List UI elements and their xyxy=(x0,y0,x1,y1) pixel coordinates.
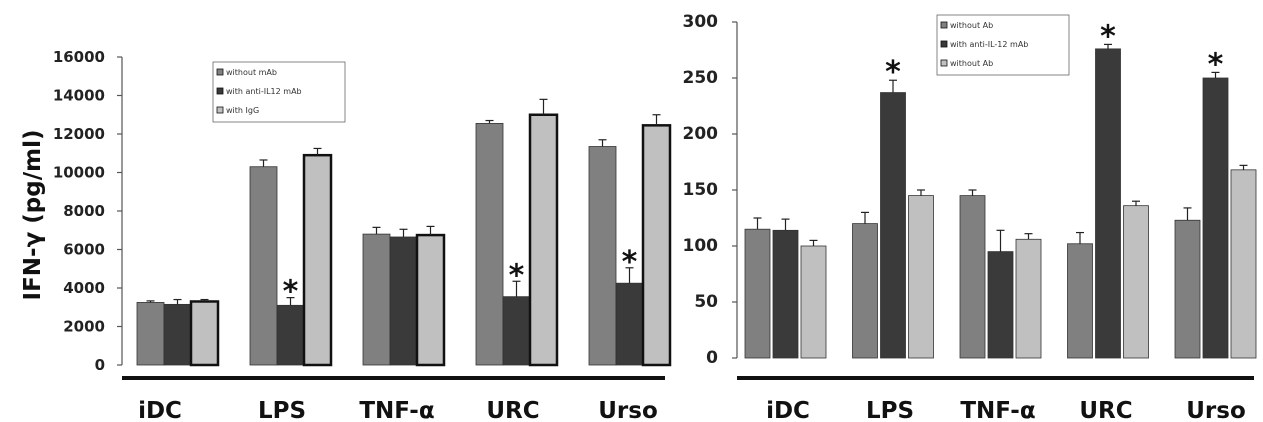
x-tick-label: URC xyxy=(1079,398,1132,422)
y-tick-label: 6000 xyxy=(63,241,105,259)
y-tick-label: 8000 xyxy=(63,202,105,220)
legend-box xyxy=(936,14,1070,76)
bar-iDC-s1 xyxy=(136,302,165,366)
legend-entry: with anti-IL-12 mAb xyxy=(950,40,1028,49)
bar-iDC-s3 xyxy=(800,245,827,359)
bar-iDC-s1 xyxy=(744,228,771,359)
y-tick-label: 0 xyxy=(95,356,105,374)
y-tick-label: 300 xyxy=(683,12,719,32)
significance-star: * xyxy=(509,258,525,293)
x-tick-label: iDC xyxy=(138,398,182,422)
bar-iDC-s2 xyxy=(163,303,192,366)
bar-URC-s3 xyxy=(528,113,559,367)
bar-URC-s1 xyxy=(1067,243,1093,359)
bar-Urso-s3 xyxy=(1230,169,1257,359)
x-tick-label: iDC xyxy=(766,398,810,422)
y-axis-label: IFN-γ (pg/ml) xyxy=(20,130,46,301)
y-tick-label: 50 xyxy=(694,292,718,312)
significance-star: * xyxy=(283,275,299,310)
y-tick-label: 250 xyxy=(683,68,719,88)
significance-star: * xyxy=(1100,19,1116,54)
bar-LPS-s1 xyxy=(249,166,278,366)
legend: without Ab with anti-IL-12 mAb without Ab xyxy=(936,14,1070,76)
bar-Urso-s2 xyxy=(1202,77,1229,359)
legend-swatch xyxy=(216,106,224,114)
chart-panel-1: 0 2000 4000 6000 8000 10000 12000 14000 16000 iDC… xyxy=(20,48,672,422)
bar-Urso-s2 xyxy=(615,282,644,366)
y-tick-label: 100 xyxy=(683,236,719,256)
legend-swatch xyxy=(940,40,948,48)
bar-TNF-α-s1 xyxy=(362,233,391,366)
significance-star: * xyxy=(885,55,901,90)
x-tick-label: URC xyxy=(486,398,539,422)
bar-iDC-s2 xyxy=(772,229,799,359)
bar-TNF-α-s1 xyxy=(959,195,986,359)
bar-URC-s3 xyxy=(1123,205,1149,359)
legend-entry: without Ab xyxy=(950,59,993,68)
y-tick-label: 14000 xyxy=(53,87,105,105)
y-tick-label: 0 xyxy=(706,348,718,368)
bar-iDC-s3 xyxy=(189,300,220,367)
legend-entry: without Ab xyxy=(950,21,993,30)
bar-TNF-α-s2 xyxy=(389,236,418,366)
x-tick-label: Urso xyxy=(1186,398,1246,422)
legend-entry: without mAb xyxy=(226,68,277,77)
bar-TNF-α-s3 xyxy=(415,233,446,367)
bar-TNF-α-s2 xyxy=(987,251,1014,359)
x-tick-label: Urso xyxy=(598,398,658,422)
x-tick-label: LPS xyxy=(258,398,306,422)
y-tick-label: 12000 xyxy=(53,125,105,143)
y-tick-label: 2000 xyxy=(63,318,105,336)
legend-entry: with anti-IL12 mAb xyxy=(226,87,302,96)
significance-star: * xyxy=(1208,47,1224,82)
y-tick-label: 4000 xyxy=(63,279,105,297)
legend-box xyxy=(212,61,346,123)
y-tick-label: 200 xyxy=(683,124,719,144)
legend-swatch xyxy=(940,21,948,29)
bar-Urso-s1 xyxy=(588,146,617,366)
bar-LPS-s3 xyxy=(302,153,333,367)
bar-TNF-α-s3 xyxy=(1015,238,1042,359)
bar-Urso-s3 xyxy=(641,124,672,367)
legend-swatch xyxy=(216,68,224,76)
x-tick-label: TNF-α xyxy=(960,398,1035,422)
chart-panel-2: 0 50 100 150 200 250 300 iDC LPS TNF-α URC Urso * * * w… xyxy=(683,12,1257,422)
y-tick-label: 150 xyxy=(683,180,719,200)
bar-LPS-s2 xyxy=(276,304,305,366)
bar-URC-s1 xyxy=(475,123,504,366)
significance-star: * xyxy=(622,245,638,280)
y-tick-label: 16000 xyxy=(53,48,105,66)
y-tick-label: 10000 xyxy=(53,164,105,182)
legend-entry: with IgG xyxy=(226,106,259,115)
bar-Urso-s1 xyxy=(1174,219,1201,359)
bar-URC-s2 xyxy=(502,296,531,366)
bar-URC-s2 xyxy=(1095,48,1121,359)
x-tick-label: LPS xyxy=(866,398,914,422)
bar-LPS-s2 xyxy=(880,92,906,359)
legend: without mAb with anti-IL12 mAb with IgG xyxy=(212,61,346,123)
legend-swatch xyxy=(940,59,948,67)
x-tick-label: TNF-α xyxy=(359,398,434,422)
legend-swatch xyxy=(216,87,224,95)
bar-LPS-s3 xyxy=(908,195,934,359)
bar-LPS-s1 xyxy=(852,223,878,359)
